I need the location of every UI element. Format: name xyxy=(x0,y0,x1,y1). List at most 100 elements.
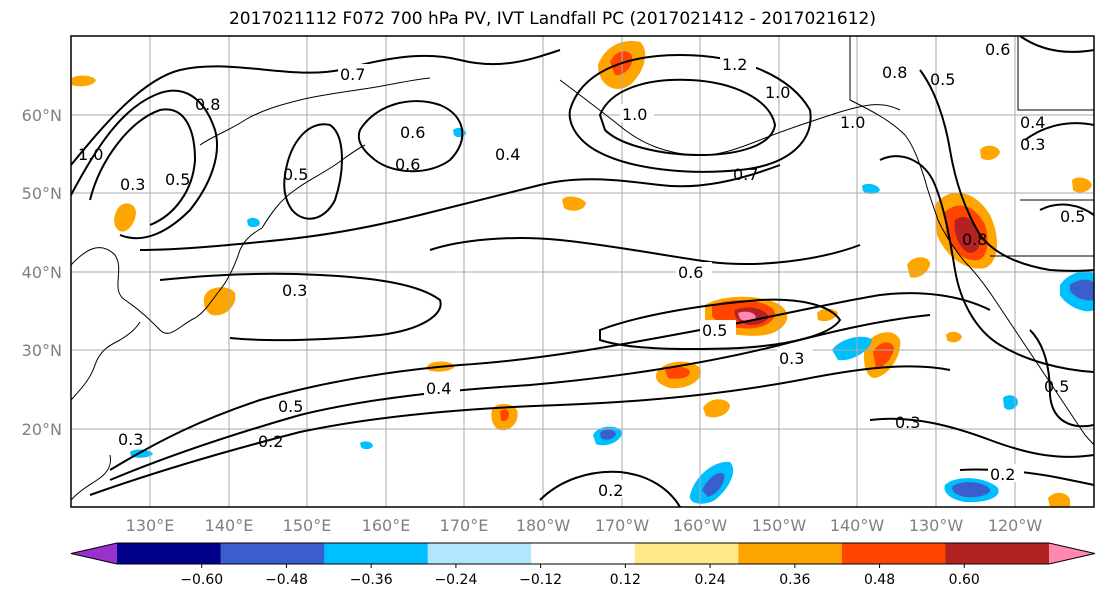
contour-label: 0.6 xyxy=(985,40,1010,59)
colorbar-tick-label: −0.48 xyxy=(265,572,308,588)
anomaly-pos-central-max xyxy=(738,311,756,321)
coast-japan-korea xyxy=(70,227,263,334)
coast-china xyxy=(70,321,141,401)
lat-tick-label: 40°N xyxy=(22,263,62,282)
contour-0.5-mid xyxy=(139,164,781,251)
contour-label: 0.5 xyxy=(283,165,308,184)
contour-label: 0.5 xyxy=(1044,377,1069,396)
colorbar-tick-label: 0.12 xyxy=(610,572,641,588)
contour-label: 0.3 xyxy=(282,281,307,300)
contour-0.8-east xyxy=(919,69,1095,272)
contour-0.6-mid xyxy=(429,237,861,266)
colorbar-outline xyxy=(70,542,1096,565)
contour-0.2-belt xyxy=(89,365,951,496)
lat-tick-label: 30°N xyxy=(22,341,62,360)
contour-label: 0.6 xyxy=(400,123,425,142)
colorbar-tick-label: 0.24 xyxy=(695,572,726,588)
contour-label: 0.4 xyxy=(1020,113,1045,132)
contour-label: 0.3 xyxy=(895,413,920,432)
contour-label: 0.6 xyxy=(395,155,420,174)
colorbar-tick-label: 0.36 xyxy=(779,572,810,588)
lon-tick-label: 140°W xyxy=(830,516,885,535)
colorbar-segment xyxy=(220,543,325,564)
colorbar-tick-label: 0.48 xyxy=(864,572,895,588)
anomaly-neg-small-5 xyxy=(862,183,880,194)
anomaly-pos-small-5 xyxy=(203,287,236,316)
colorbar-segment xyxy=(841,543,946,564)
anomaly-pos-small-12 xyxy=(1072,177,1092,193)
contour-label: 0.7 xyxy=(340,65,365,84)
lon-tick-label: 180°W xyxy=(516,516,571,535)
anomaly-neg-east-core xyxy=(1070,279,1094,301)
colorbar-segment xyxy=(634,543,739,564)
anomaly-pos-small-3-core xyxy=(500,409,509,422)
contour-0.5-se xyxy=(1029,329,1095,428)
colorbar-tick-label: −0.36 xyxy=(350,572,393,588)
anomaly-neg-small-1-core xyxy=(600,429,616,440)
anomaly-neg-mid xyxy=(832,336,872,361)
anomaly-pos-small-7 xyxy=(562,196,586,211)
contour-labels: 0.7 1.2 1.0 1.0 0.8 0.6 0.5 0.3 0.4 0.6 … xyxy=(78,40,1085,500)
lon-tick-label: 140°E xyxy=(205,516,254,535)
lon-tick-label: 170°W xyxy=(595,516,650,535)
colorbar-segment xyxy=(738,543,843,564)
anomaly-pos-small-6 xyxy=(907,257,930,278)
coast-west-us xyxy=(937,219,1095,446)
lon-tick-label: 160°E xyxy=(362,516,411,535)
contour-label: 0.3 xyxy=(118,430,143,449)
lon-tick-label: 130°W xyxy=(909,516,964,535)
anomaly-pos-small-15 xyxy=(72,75,96,87)
colorbar-segment xyxy=(117,543,222,564)
anomaly-neg-small-7 xyxy=(247,217,260,228)
colorbar-segment xyxy=(531,543,636,564)
colorbar-tick-label: 0.60 xyxy=(949,572,980,588)
lon-tick-label: 160°W xyxy=(673,516,728,535)
contour-0.4-belt xyxy=(109,292,991,471)
lon-tick-label: 170°E xyxy=(440,516,489,535)
lat-tick-label: 50°N xyxy=(22,184,62,203)
coast-se-asia xyxy=(70,454,111,501)
contour-0.8-west xyxy=(89,108,197,226)
map-title: 2017021112 F072 700 hPa PV, IVT Landfall… xyxy=(228,9,876,29)
anomaly-pos-small-11 xyxy=(1048,492,1070,507)
colorbar-segment xyxy=(945,543,1050,564)
anomaly-pos-small-4 xyxy=(114,203,136,232)
contour-label: 0.8 xyxy=(195,95,220,114)
colorbar-tick-label: −0.60 xyxy=(180,572,223,588)
contour-0.6-top xyxy=(1019,35,1095,53)
contour-0.2-south xyxy=(539,470,681,508)
coast-alaska xyxy=(849,36,939,221)
contour-label: 1.0 xyxy=(78,145,103,164)
contour-label: 0.5 xyxy=(278,397,303,416)
lat-tick-label: 20°N xyxy=(22,420,62,439)
lon-tick-label: 150°E xyxy=(283,516,332,535)
contour-0.2-se xyxy=(959,468,1095,486)
anomaly-neg-south-core xyxy=(702,472,725,497)
contour-0.5-east xyxy=(879,155,1095,373)
colorbar xyxy=(70,542,1096,565)
colorbar-tick-label: −0.24 xyxy=(434,572,477,588)
contour-label: 0.2 xyxy=(990,465,1015,484)
colorbar-tick-label: −0.12 xyxy=(519,572,562,588)
contour-label: 0.4 xyxy=(495,145,520,164)
anomaly-neg-se-core xyxy=(952,482,991,498)
anomaly-pos-small-13 xyxy=(946,331,962,343)
colorbar-extend-low xyxy=(71,543,117,564)
longitude-axis: 130°E 140°E 150°E 160°E 170°E 180°W 170°… xyxy=(126,516,1043,535)
contour-0.3-ne xyxy=(1024,122,1095,141)
contour-label: 0.6 xyxy=(678,263,703,282)
lon-tick-label: 130°E xyxy=(126,516,175,535)
lon-tick-label: 150°W xyxy=(752,516,807,535)
lat-tick-label: 60°N xyxy=(22,106,62,125)
contour-1.2-aleutian xyxy=(598,78,777,157)
border-canada xyxy=(1017,36,1094,111)
contour-label: 0.2 xyxy=(598,481,623,500)
contour-0.3-se xyxy=(869,417,1095,458)
latitude-axis: 20°N 30°N 40°N 50°N 60°N xyxy=(22,106,62,439)
contour-1.0-aleutian xyxy=(568,53,812,173)
colorbar-segment xyxy=(427,543,532,564)
contour-label: 0.5 xyxy=(702,321,727,340)
lon-tick-label: 120°W xyxy=(988,516,1043,535)
contour-label: 1.0 xyxy=(622,105,647,124)
